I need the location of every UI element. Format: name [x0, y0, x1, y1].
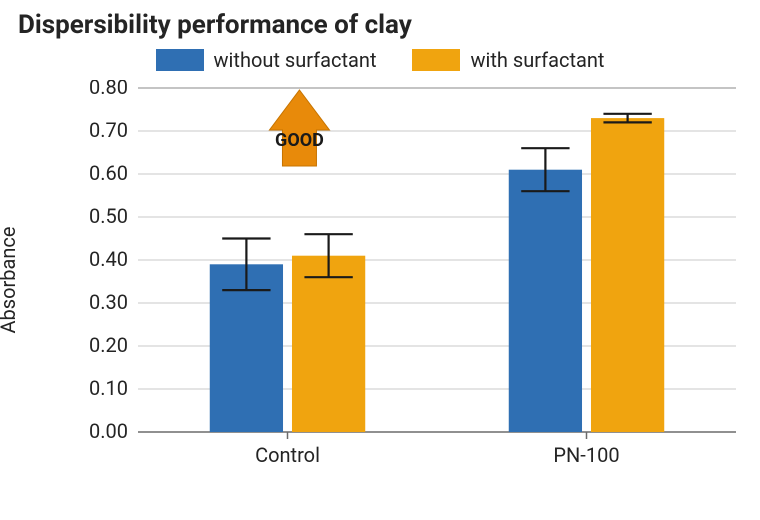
- legend-swatch-with: [412, 49, 460, 71]
- bar: [591, 118, 664, 432]
- y-tick-label: 0.40: [89, 247, 128, 271]
- x-tick-label: Control: [255, 443, 320, 467]
- y-tick-label: 0.20: [89, 333, 128, 357]
- y-tick-label: 0.60: [89, 161, 128, 185]
- legend: without surfactant with surfactant: [0, 44, 760, 80]
- legend-item-without: without surfactant: [156, 48, 377, 72]
- y-axis-label: Absorbance: [0, 226, 20, 333]
- x-tick-label: PN-100: [553, 443, 619, 467]
- legend-label-without: without surfactant: [214, 48, 377, 72]
- legend-item-with: with surfactant: [412, 48, 604, 72]
- good-arrow-icon: [269, 90, 329, 166]
- chart-title: Dispersibility performance of clay: [0, 0, 760, 44]
- y-tick-label: 0.30: [89, 290, 128, 314]
- legend-label-with: with surfactant: [470, 48, 604, 72]
- bar: [509, 170, 582, 432]
- plot-svg: 0.00 0.10 0.20 0.30 0.40 0.50 0.60 0.70 0.80 Cont…: [76, 80, 736, 480]
- legend-swatch-without: [156, 49, 204, 71]
- plot-area: Absorbance 0.000.100.200.300.400.500.600…: [20, 80, 740, 480]
- y-tick-label: 0.80: [89, 80, 128, 99]
- good-annotation: GOOD: [275, 130, 324, 151]
- y-tick-label: 0.70: [89, 118, 128, 142]
- y-tick-label: 0.50: [89, 204, 128, 228]
- bar: [292, 256, 365, 432]
- y-tick-label: 0.00: [89, 419, 128, 443]
- y-tick-label: 0.10: [89, 376, 128, 400]
